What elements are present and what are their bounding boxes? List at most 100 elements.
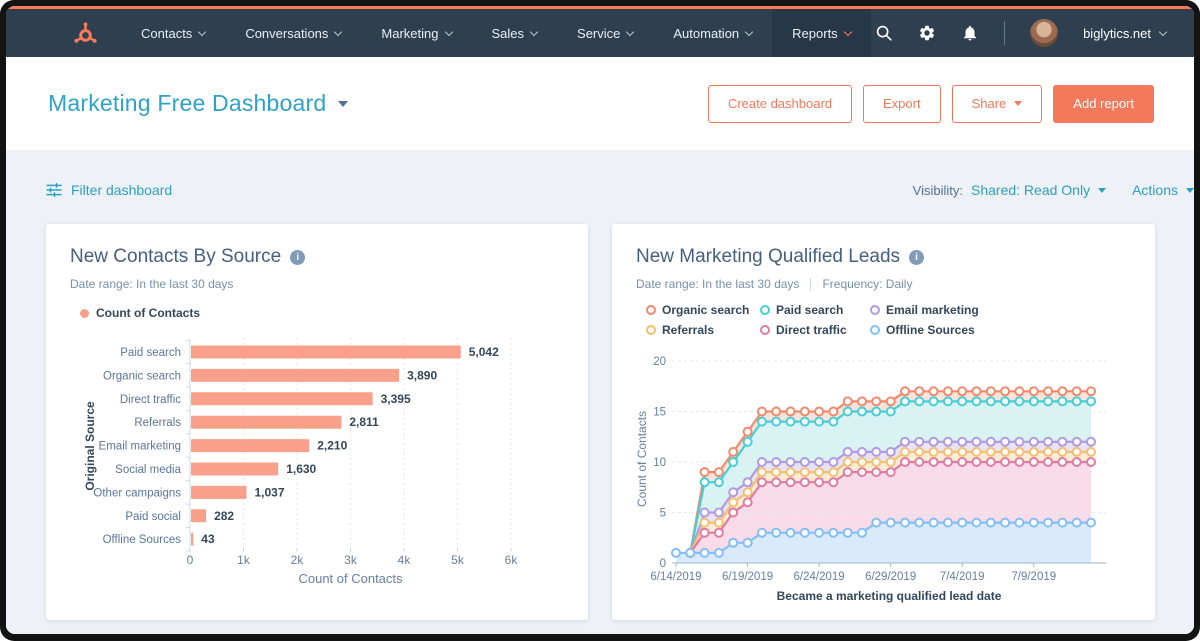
nav-menu: Contacts Conversations Marketing Sales Servi… [121,9,871,57]
legend-item-direct-traffic[interactable]: Direct traffic [760,323,870,337]
dashboard-title-dropdown[interactable]: Marketing Free Dashboard [48,90,349,117]
svg-text:1k: 1k [237,553,251,567]
svg-text:2,210: 2,210 [317,439,347,453]
visibility-value: Shared: Read Only [971,182,1091,198]
hubspot-logo-icon[interactable] [72,20,99,47]
svg-text:4k: 4k [398,553,412,567]
filter-sliders-icon [46,183,62,197]
legend-item-count-of-contacts[interactable]: Count of Contacts [70,306,564,320]
legend-item-email-marketing[interactable]: Email marketing [870,303,1006,317]
line-chart-canvas: 6/14/2019 6/19/2019 6/24/2019 6/29/2019 7/4/… [636,356,1106,603]
page-body: Filter dashboard Visibility: Shared: Rea… [6,150,1194,634]
line-chart-legend: Organic search Paid search Email marketing… [636,303,1006,337]
share-caret-icon [1014,101,1023,106]
actions-dropdown[interactable]: Actions [1132,182,1194,198]
svg-text:15: 15 [653,407,666,419]
avatar[interactable] [1030,19,1059,47]
date-range-label: Date range: In the last 30 days [636,277,800,291]
svg-text:3k: 3k [344,553,358,567]
nav-item-marketing[interactable]: Marketing [361,9,471,57]
chevron-down-icon [334,27,343,36]
visibility-dropdown[interactable]: Shared: Read Only [971,182,1107,198]
info-icon[interactable] [290,249,306,265]
svg-text:Other campaigns: Other campaigns [93,487,181,499]
header-buttons: Create dashboard Export Share Add report [707,84,1154,123]
chevron-down-icon [843,27,852,36]
share-button-label: Share [971,96,1007,111]
legend-label: Email marketing [886,303,979,317]
chevron-down-icon [198,27,207,36]
account-label: biglytics.net [1083,25,1151,41]
svg-text:1,630: 1,630 [286,462,316,476]
account-menu[interactable]: biglytics.net [1083,25,1168,41]
main-nav: Contacts Conversations Marketing Sales Servi… [6,9,1194,57]
legend-ring [870,305,880,315]
svg-text:Email marketing: Email marketing [99,441,181,453]
legend-label: Offline Sources [886,323,975,337]
actions-caret-icon [1186,187,1194,193]
nav-item-label: Conversations [245,25,329,41]
svg-text:6/29/2019: 6/29/2019 [865,571,916,583]
actions-label: Actions [1132,182,1178,198]
nav-item-label: Marketing [381,25,439,41]
svg-text:5: 5 [660,508,666,520]
report-title: New Contacts By Source [70,246,282,267]
svg-text:Became a marketing qualified l: Became a marketing qualified lead date [777,589,1002,603]
bell-icon[interactable] [961,24,979,42]
svg-text:2k: 2k [291,553,305,567]
nav-item-service[interactable]: Service [557,9,653,57]
add-report-button[interactable]: Add report [1053,84,1154,123]
nav-item-sales[interactable]: Sales [472,9,558,57]
report-card-new-marketing-qualified-leads: New Marketing Qualified Leads Date range… [612,224,1155,620]
legend-ring [646,325,656,335]
svg-text:0: 0 [187,553,194,567]
legend-item-offline-sources[interactable]: Offline Sources [870,323,1006,337]
svg-text:Direct traffic: Direct traffic [120,394,181,406]
svg-text:10: 10 [653,457,666,469]
legend-item-referrals[interactable]: Referrals [646,323,760,337]
svg-text:Count of Contacts: Count of Contacts [636,411,649,507]
search-icon[interactable] [875,24,893,42]
svg-text:0: 0 [660,558,666,570]
nav-divider [1004,21,1006,45]
info-icon[interactable] [909,249,925,265]
svg-text:5,042: 5,042 [469,345,499,359]
nav-item-automation[interactable]: Automation [653,9,772,57]
share-button[interactable]: Share [951,84,1043,123]
legend-item-organic-search[interactable]: Organic search [646,303,760,317]
nav-item-contacts[interactable]: Contacts [121,9,225,57]
svg-text:6/19/2019: 6/19/2019 [722,571,773,583]
legend-label: Direct traffic [776,323,847,337]
nav-item-conversations[interactable]: Conversations [225,9,361,57]
filter-dashboard-link[interactable]: Filter dashboard [46,182,172,198]
nav-right-cluster: biglytics.net [875,19,1194,47]
gear-icon[interactable] [918,24,936,42]
nav-item-label: Sales [491,25,525,41]
svg-text:3,395: 3,395 [381,392,411,406]
svg-text:7/9/2019: 7/9/2019 [1011,571,1056,583]
legend-item-paid-search[interactable]: Paid search [760,303,870,317]
chevron-down-icon [744,27,754,36]
svg-text:5k: 5k [451,553,465,567]
report-card-new-contacts-by-source: New Contacts By Source Date range: In th… [46,224,588,620]
svg-text:3,890: 3,890 [407,368,437,382]
legend-ring [760,305,770,315]
create-dashboard-button[interactable]: Create dashboard [707,84,853,123]
subtitle-divider [810,277,812,291]
svg-text:43: 43 [201,532,215,546]
svg-text:Referrals: Referrals [134,417,181,429]
svg-text:6k: 6k [505,553,519,567]
top-accent-bar [6,6,1194,9]
export-button[interactable]: Export [863,84,941,123]
svg-text:6/14/2019: 6/14/2019 [650,571,701,583]
chevron-down-icon [444,27,453,36]
visibility-caret-icon [1098,187,1107,193]
report-cards: New Contacts By Source Date range: In th… [46,224,1194,620]
svg-text:Offline Sources: Offline Sources [103,534,182,546]
nav-item-reports[interactable]: Reports [772,9,871,57]
chevron-down-icon [529,27,539,36]
nav-item-label: Contacts [141,25,193,41]
filter-row: Filter dashboard Visibility: Shared: Rea… [46,150,1194,198]
svg-text:7/4/2019: 7/4/2019 [940,571,985,583]
